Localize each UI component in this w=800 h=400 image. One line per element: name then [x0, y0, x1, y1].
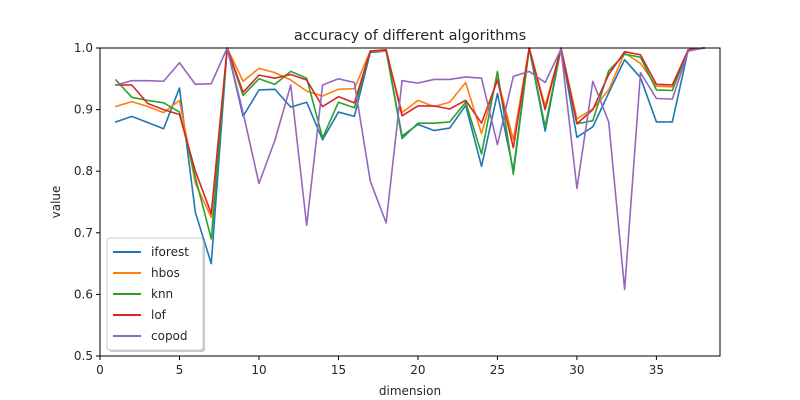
- plot-lines: [114, 47, 706, 291]
- x-axis-label: dimension: [379, 384, 441, 398]
- series-line-lof: [115, 47, 705, 215]
- chart-title: accuracy of different algorithms: [294, 28, 526, 44]
- plot-frame: [99, 47, 721, 357]
- x-tick-label: 35: [649, 363, 664, 377]
- legend-box: [106, 237, 204, 351]
- legend-label-knn: knn: [151, 287, 173, 301]
- y-tick-label: 0.5: [74, 349, 93, 363]
- x-tick-label: 20: [410, 363, 425, 377]
- y-tick-label: 0.9: [74, 103, 93, 117]
- series-line-copod: [114, 47, 706, 291]
- x-tick-label: 15: [331, 363, 346, 377]
- x-tick-label: 10: [251, 363, 266, 377]
- x-tick-label: 30: [569, 363, 584, 377]
- x-tick-label: 0: [96, 363, 104, 377]
- legend-label-hbos: hbos: [151, 266, 180, 280]
- y-tick-label: 0.6: [74, 287, 93, 301]
- y-axis-label: value: [49, 186, 63, 219]
- x-axis: 0 5 10 15 20 25 30 35: [96, 356, 664, 377]
- legend: iforest hbos knn lof copod: [106, 237, 205, 352]
- y-tick-label: 1.0: [74, 41, 93, 55]
- x-tick-label: 5: [176, 363, 184, 377]
- legend-label-iforest: iforest: [151, 245, 189, 259]
- legend-label-lof: lof: [151, 308, 167, 322]
- legend-label-copod: copod: [151, 329, 188, 343]
- x-tick-label: 25: [490, 363, 505, 377]
- y-axis: 0.5 0.6 0.7 0.8 0.9 1.0: [74, 41, 100, 363]
- y-tick-label: 0.8: [74, 164, 93, 178]
- y-tick-label: 0.7: [74, 226, 93, 240]
